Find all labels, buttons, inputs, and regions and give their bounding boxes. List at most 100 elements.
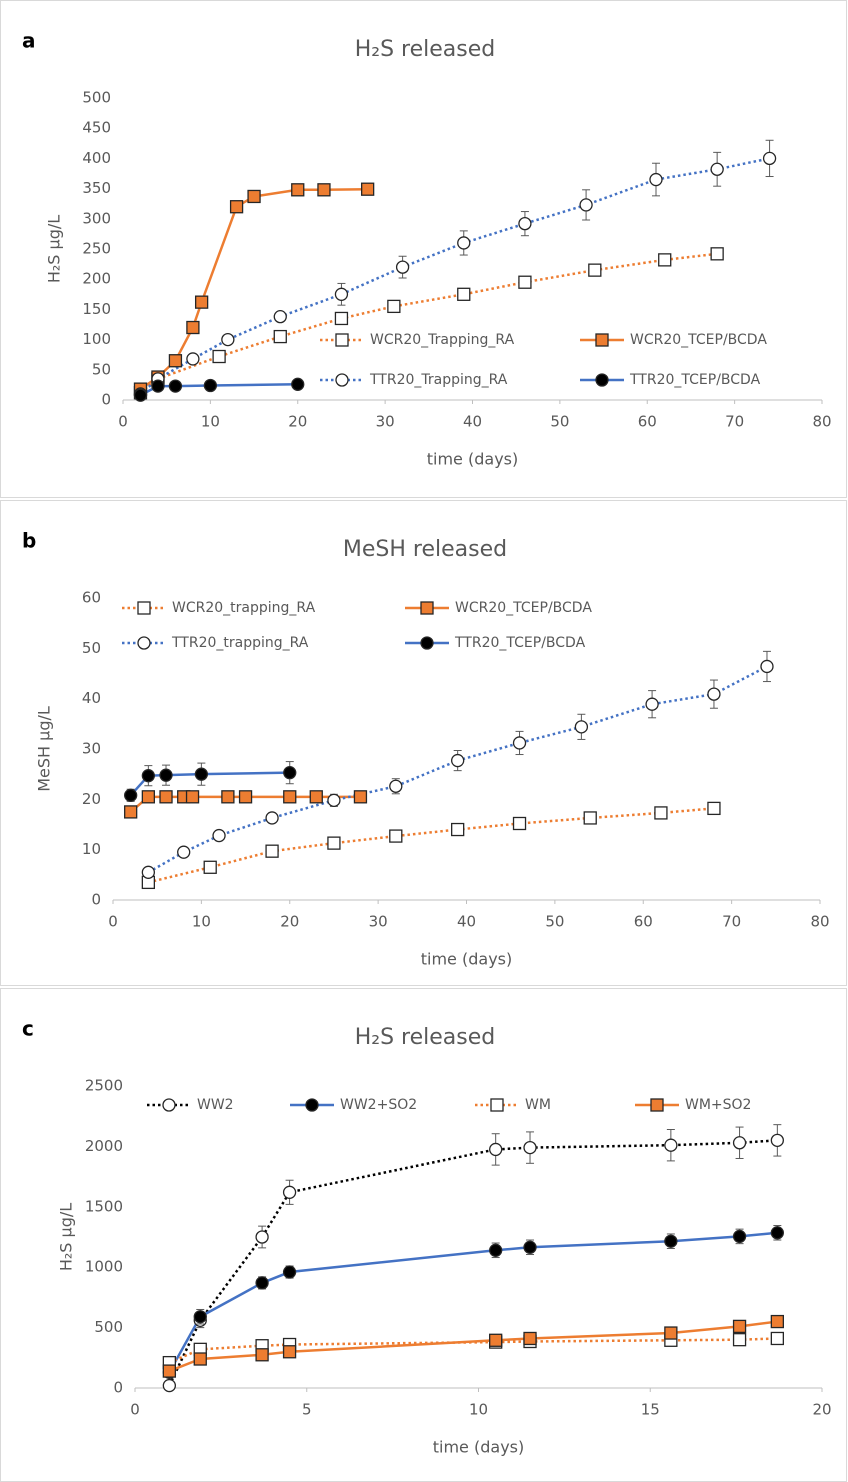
data-point [162,1364,177,1378]
data-point [186,320,200,335]
data-point [489,1243,503,1257]
x-tick-label: 15 [641,1401,660,1419]
x-tick-label: 50 [550,413,569,431]
x-tick-label: 80 [812,413,831,431]
y-tick-label: 0 [113,1379,123,1397]
y-tick-label: 40 [82,689,101,707]
x-axis-label: time (days) [433,1438,524,1457]
data-point [707,687,721,701]
data-point [327,793,341,807]
x-tick-label: 40 [457,913,476,931]
data-point [255,1348,269,1362]
x-tick-label: 20 [288,413,307,431]
data-point [489,1333,503,1347]
data-point [124,805,138,819]
data-point [291,377,305,391]
legend-marker [490,1098,504,1112]
y-tick-label: 450 [82,119,111,137]
data-point [710,247,724,261]
legend-label: WW2 [197,1097,234,1113]
legend-item: TTR20_TCEP/BCDA [580,372,761,388]
x-tick-label: 10 [201,413,220,431]
y-tick-label: 2000 [85,1137,123,1155]
legend-marker [650,1098,664,1112]
legend-marker [335,373,349,387]
data-point [360,182,375,196]
x-tick-label: 20 [812,1401,831,1419]
data-point [389,779,403,793]
y-tick-label: 2500 [85,1077,123,1095]
series-line [148,807,715,884]
data-point [221,790,235,804]
data-point [159,768,173,782]
series-line [139,157,770,395]
y-tick-label: 200 [82,270,111,288]
legend-label: WCR20_trapping_RA [172,600,316,616]
legend-label: TTR20_TCEP/BCDA [454,635,586,651]
panel: a H₂S released050100150200250300350400450… [0,0,847,498]
data-point [317,183,331,197]
y-tick-label: 10 [82,840,101,858]
legend-item: WCR20_trapping_RA [122,600,316,616]
data-point [203,378,218,393]
y-tick-label: 150 [82,300,111,318]
data-point [194,295,209,309]
series-line [168,1337,778,1364]
series-line [129,795,361,813]
y-tick-label: 500 [94,1318,123,1336]
legend-label: TTR20_trapping_RA [171,635,309,651]
data-point [334,287,349,301]
y-axis-label: H₂S µg/L [45,215,64,283]
legend-label: WW2+SO2 [340,1097,417,1113]
legend-item: WM [475,1097,551,1113]
data-point [664,1326,678,1340]
data-point [664,1234,678,1248]
chart-title: MeSH released [343,537,507,562]
data-point [212,349,226,364]
panel: c H₂S released 0 500 1000 1500 2000 2500 0 5 10 15 2… [0,988,847,1482]
legend-item: TTR20_trapping_RA [122,635,309,651]
data-point [649,172,663,187]
legend-label: WM [525,1097,551,1113]
data-point [221,332,235,347]
data-point [710,162,724,176]
data-point [489,1142,503,1157]
y-tick-label: 0 [101,391,111,409]
data-point [770,1226,784,1240]
legend-item: WCR20_Trapping_RA [320,332,515,348]
data-point [265,811,279,825]
y-tick-label: 400 [82,149,111,167]
legend-marker [137,601,151,615]
data-point [327,836,341,850]
data-point [732,1319,747,1334]
data-point [282,1185,297,1199]
y-tick-label: 30 [82,740,101,758]
x-tick-label: 30 [376,413,395,431]
legend-marker [335,333,349,347]
data-point [168,354,183,368]
x-tick-label: 60 [634,913,653,931]
x-axis-label: time (days) [427,450,518,469]
x-tick-label: 50 [545,913,564,931]
data-point [291,183,305,197]
data-point [141,790,156,804]
x-tick-label: 60 [638,413,657,431]
data-point [583,811,597,825]
data-point [645,697,659,711]
data-point [265,844,279,858]
legend-marker [595,373,609,387]
data-point [579,198,593,212]
chart-title: H₂S released [355,1025,496,1050]
data-point [658,253,672,267]
data-point [193,1310,207,1324]
data-point [523,1240,537,1254]
data-point [664,1138,678,1152]
data-point [229,200,244,214]
data-point [523,1331,537,1346]
data-point [282,1265,297,1279]
legend-marker [162,1098,176,1112]
panel-label: b [22,529,36,553]
y-axis-label: MeSH µg/L [35,706,54,792]
data-point [523,1140,537,1155]
